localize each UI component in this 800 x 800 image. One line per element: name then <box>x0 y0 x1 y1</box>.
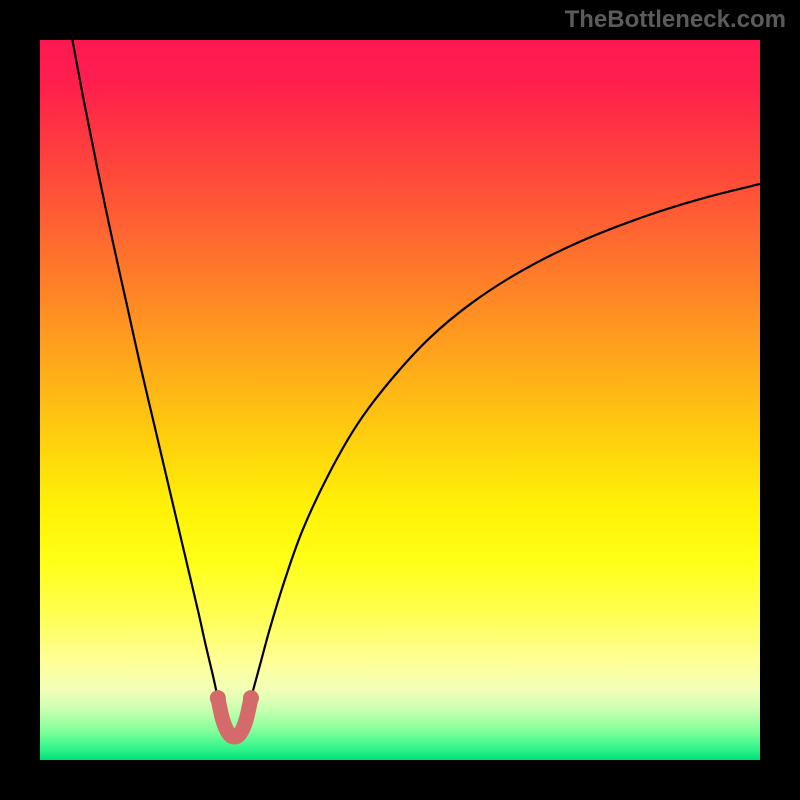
optimal-zone-start-dot <box>210 690 226 706</box>
bottleneck-chart <box>40 40 760 760</box>
chart-container: TheBottleneck.com <box>0 0 800 800</box>
optimal-zone-end-dot <box>243 690 259 706</box>
watermark-label: TheBottleneck.com <box>565 6 786 34</box>
